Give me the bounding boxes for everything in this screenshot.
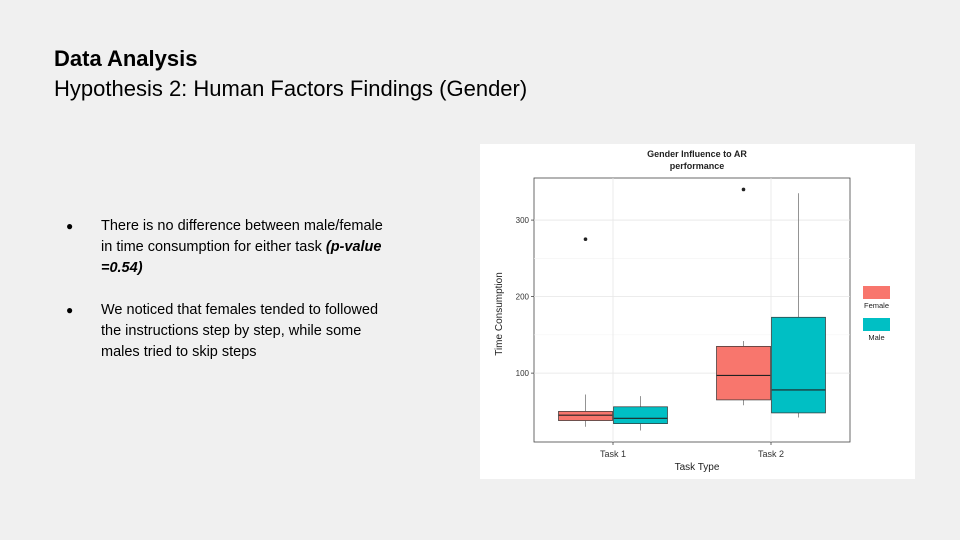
outlier-point: [741, 187, 746, 192]
p-value-emphasis: (p-value =0.54): [101, 239, 382, 276]
chart-title-line-2: performance: [670, 161, 725, 171]
bullet-item: ● We noticed that females tended to foll…: [60, 300, 390, 363]
box-series: [558, 187, 826, 431]
y-tick-label: 200: [516, 293, 530, 302]
bullet-text: We noticed that females tended to follow…: [101, 302, 379, 360]
legend-label-male: Male: [868, 333, 884, 342]
bullet-dot-icon: ●: [66, 303, 74, 317]
box-female-1: [716, 345, 771, 401]
y-tick-label: 300: [516, 216, 530, 225]
bullet-item: ● There is no difference between male/fe…: [60, 216, 390, 279]
legend: Female Male: [863, 286, 890, 342]
bullet-dot-icon: ●: [66, 219, 74, 233]
outlier-point: [583, 237, 588, 242]
slide-title: Data Analysis: [54, 46, 198, 71]
x-axis-label: Task Type: [675, 462, 720, 473]
chart-panel: Gender Influence to AR performance 100 20…: [480, 144, 915, 479]
y-tick-label: 100: [516, 369, 530, 378]
box-male-0: [613, 406, 668, 424]
box-male-1: [771, 316, 826, 414]
x-tick-label: Task 2: [758, 449, 784, 459]
legend-swatch-female: [863, 286, 890, 299]
y-axis-ticks: 100 200 300: [516, 216, 534, 378]
chart-title-line-1: Gender Influence to AR: [647, 149, 747, 159]
x-axis-ticks: Task 1 Task 2: [600, 442, 784, 459]
bullet-list: ● There is no difference between male/fe…: [60, 216, 390, 384]
boxplot-chart: Gender Influence to AR performance 100 20…: [494, 149, 890, 473]
slide-subtitle: Hypothesis 2: Human Factors Findings (Ge…: [54, 76, 528, 101]
y-axis-label: Time Consumption: [494, 272, 505, 356]
box-female-0: [558, 411, 613, 421]
bullet-text: There is no difference between male/fema…: [101, 218, 383, 255]
x-tick-label: Task 1: [600, 449, 626, 459]
legend-label-female: Female: [864, 301, 889, 310]
legend-swatch-male: [863, 318, 890, 331]
